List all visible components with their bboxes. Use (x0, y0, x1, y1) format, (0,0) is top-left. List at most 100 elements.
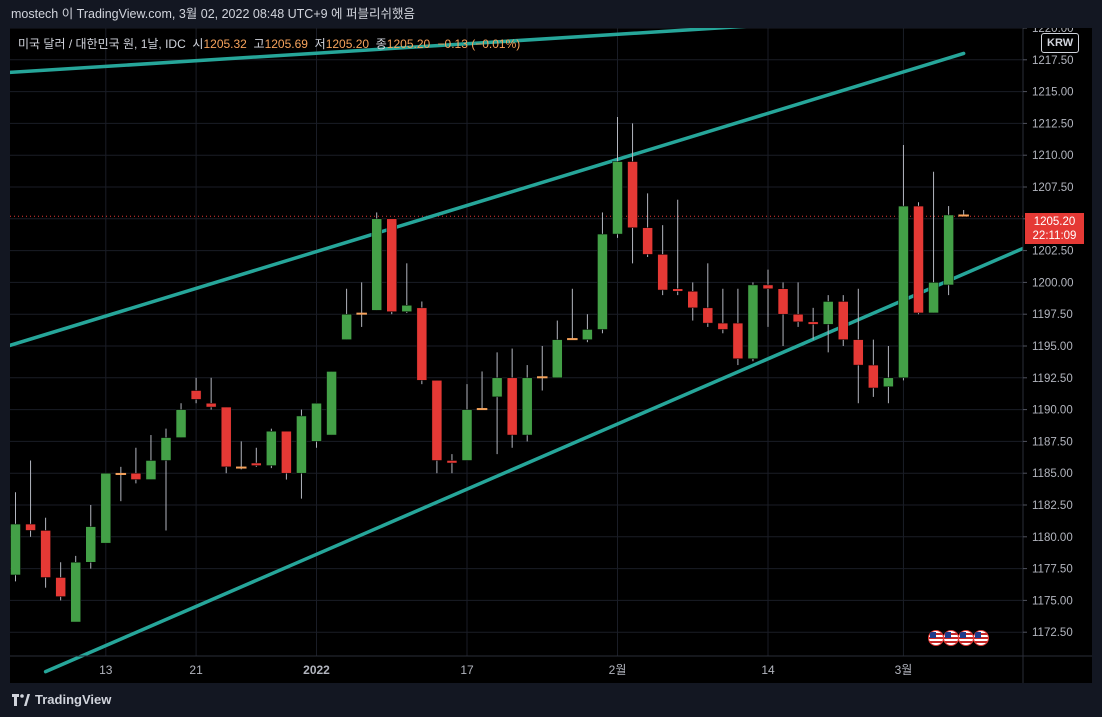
candle (868, 339, 879, 397)
candle-body (567, 338, 578, 341)
candle (612, 117, 623, 238)
close-label: 종 (375, 37, 387, 51)
candle (85, 505, 96, 569)
candle-body (55, 577, 66, 597)
candle-body (431, 380, 443, 461)
candle-body (612, 161, 623, 235)
candle (326, 371, 337, 436)
candle-body (582, 329, 593, 340)
price-tick-label: 1220.00 (1032, 28, 1074, 35)
candle (506, 348, 518, 448)
candle (100, 472, 112, 544)
candle (115, 466, 127, 502)
time-tick-label: 14 (761, 663, 775, 677)
candle-body (777, 288, 789, 315)
us-flag-icon[interactable] (928, 630, 944, 646)
price-tick-label: 1202.50 (1032, 246, 1074, 258)
axes: 1172.50 1175.00 1177.50 1180.00 1182.50 1185.… (10, 28, 1092, 683)
candle-body (371, 218, 382, 311)
candle-body (792, 313, 804, 323)
candle-body (807, 321, 819, 325)
candle-body (220, 406, 232, 468)
candle (401, 263, 413, 313)
tradingview-logo-icon (12, 693, 30, 706)
channel-line-lower-b (43, 246, 1026, 674)
candle-body (913, 205, 924, 314)
candle-body (702, 307, 714, 324)
tradingview-logo[interactable]: TradingView (12, 692, 111, 707)
time-tick-label: 2022 (303, 663, 330, 677)
open-label: 시 (192, 37, 204, 51)
candle-body (928, 282, 939, 314)
candle-body (251, 462, 262, 466)
price-tick-label: 1187.50 (1032, 436, 1073, 448)
candle-body (281, 430, 292, 474)
candle (251, 447, 262, 467)
candle-body (898, 205, 909, 379)
candle (55, 562, 66, 601)
candle (220, 406, 232, 474)
candle-body (296, 415, 307, 474)
candle-body (491, 377, 503, 398)
candle-body (341, 313, 352, 340)
candle-body (85, 526, 96, 563)
price-tick-label: 1172.50 (1032, 627, 1073, 639)
candle-body (762, 284, 774, 290)
time-tick-label: 3월 (895, 663, 913, 677)
price-tick-label: 1195.00 (1032, 341, 1073, 353)
candle (807, 307, 819, 340)
chart-area[interactable]: 1172.50 1175.00 1177.50 1180.00 1182.50 1185.… (10, 28, 1092, 683)
tradingview-brand: TradingView (35, 692, 112, 707)
candle (898, 145, 909, 381)
price-tick-label: 1192.50 (1032, 373, 1073, 385)
price-tick-label: 1177.50 (1032, 564, 1073, 576)
candle (943, 206, 954, 296)
candle (25, 460, 36, 537)
candlestick-chart[interactable]: 1172.50 1175.00 1177.50 1180.00 1182.50 1185.… (10, 28, 1092, 683)
countdown-timer: 22:11:09 (1032, 230, 1077, 242)
candle-body (672, 288, 683, 292)
candle-body (145, 460, 157, 480)
footer-bar: TradingView (0, 683, 1102, 717)
candle-body (657, 254, 668, 291)
candle-body (190, 390, 202, 400)
candle (687, 282, 698, 321)
candle-body (236, 466, 247, 469)
candle-body (461, 409, 473, 461)
candle-body (537, 376, 548, 379)
candle (747, 282, 759, 362)
candle (386, 218, 397, 315)
candle (958, 210, 969, 217)
candle-body (160, 437, 172, 461)
candle (838, 295, 849, 346)
change-value: −0.13 (−0.01%) (437, 37, 521, 51)
candle (913, 202, 924, 315)
economic-events[interactable] (928, 630, 992, 648)
us-flag-icon[interactable] (943, 630, 959, 646)
candle (702, 263, 714, 327)
candle (537, 346, 548, 391)
candle-body (732, 322, 744, 359)
candle (822, 295, 834, 353)
candle-body (552, 339, 563, 379)
us-flag-icon[interactable] (958, 630, 974, 646)
high-value: 1205.69 (264, 37, 308, 51)
candle (371, 212, 382, 311)
candle (266, 428, 277, 469)
candle (627, 123, 638, 264)
candle-body (853, 339, 864, 366)
candle (597, 212, 608, 334)
candle-body (416, 307, 428, 381)
candle (521, 365, 533, 442)
us-flag-icon[interactable] (973, 630, 989, 646)
candle-body (356, 312, 367, 315)
candle-body (717, 322, 729, 330)
candle-body (958, 214, 969, 217)
price-tick-label: 1185.00 (1032, 468, 1073, 480)
currency-button[interactable]: KRW (1041, 33, 1080, 53)
candle (883, 346, 894, 404)
candle-body (822, 301, 834, 325)
candle (356, 282, 367, 327)
candle-body (115, 472, 127, 475)
time-tick-label: 21 (189, 663, 203, 677)
